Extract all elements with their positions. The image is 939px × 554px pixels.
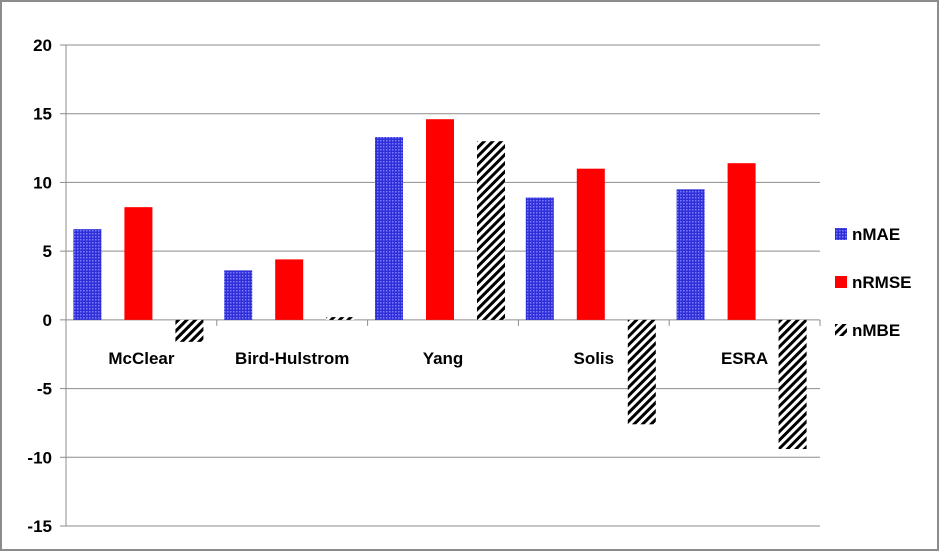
y-tick-label: 5 — [43, 242, 52, 261]
bar-nmae-yang — [375, 137, 403, 320]
legend-label-nmae: nMAE — [852, 225, 900, 244]
bar-nrmse-bird-hulstrom — [275, 259, 304, 320]
bar-nmbe-solis — [627, 319, 656, 425]
bar-nmae-mcclear — [73, 229, 102, 320]
y-tick-label: 10 — [33, 173, 52, 192]
y-tick-label: 15 — [33, 105, 52, 124]
category-label: Solis — [573, 349, 614, 368]
y-tick-label: -10 — [27, 448, 52, 467]
category-label: McClear — [108, 349, 175, 368]
category-label: ESRA — [721, 349, 768, 368]
bar-nmae-esra — [676, 189, 705, 320]
y-tick-label: 20 — [33, 36, 52, 55]
axes — [60, 44, 821, 527]
bar-nmae-solis — [525, 197, 554, 320]
bar-nrmse-mcclear — [124, 207, 153, 320]
bar-nrmse-yang — [426, 119, 454, 320]
legend-label-nmbe: nMBE — [852, 321, 900, 340]
legend-swatch-nrmse — [835, 276, 847, 288]
legend: nMAE nRMSE nMBE — [835, 225, 912, 340]
bars — [73, 119, 807, 450]
y-tick-label: 0 — [43, 311, 52, 330]
y-tick-label: -5 — [37, 380, 52, 399]
y-tick-label: -15 — [27, 517, 52, 536]
labels: 20 15 10 5 0 -5 -10 -15 McClear Bird-Hulstrom Yang… — [27, 36, 768, 536]
legend-swatch-nmbe — [835, 324, 847, 336]
category-label: Bird-Hulstrom — [235, 349, 349, 368]
bar-nmbe-bird-hulstrom — [326, 317, 355, 320]
legend-label-nrmse: nRMSE — [852, 273, 912, 292]
legend-swatch-nmae — [835, 228, 847, 240]
category-label: Yang — [423, 349, 464, 368]
bar-nrmse-solis — [576, 168, 605, 320]
bar-nmbe-mcclear — [175, 319, 204, 342]
bar-nmbe-yang — [477, 141, 505, 320]
bar-nmbe-esra — [778, 319, 807, 450]
bar-nmae-bird-hulstrom — [224, 270, 253, 320]
bar-nrmse-esra — [727, 163, 756, 320]
